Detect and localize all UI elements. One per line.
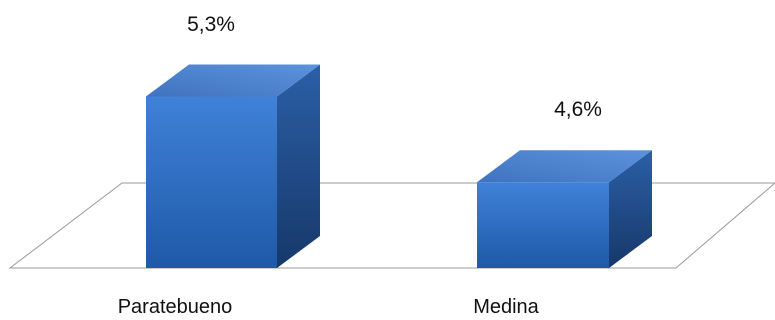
category-label-paratebueno: Paratebueno xyxy=(118,296,233,318)
bar-top-medina xyxy=(477,150,652,183)
bar-front-paratebueno xyxy=(146,96,277,268)
data-label-medina: 4,6% xyxy=(554,98,602,121)
bars-group xyxy=(146,64,652,268)
category-label-medina: Medina xyxy=(473,296,539,318)
bar-side-medina xyxy=(609,150,652,268)
bar-side-paratebueno xyxy=(277,64,320,268)
data-label-paratebueno: 5,3% xyxy=(187,13,235,36)
bar-top-paratebueno xyxy=(146,64,320,97)
bar-front-medina xyxy=(477,182,609,268)
chart-floor xyxy=(8,182,775,269)
